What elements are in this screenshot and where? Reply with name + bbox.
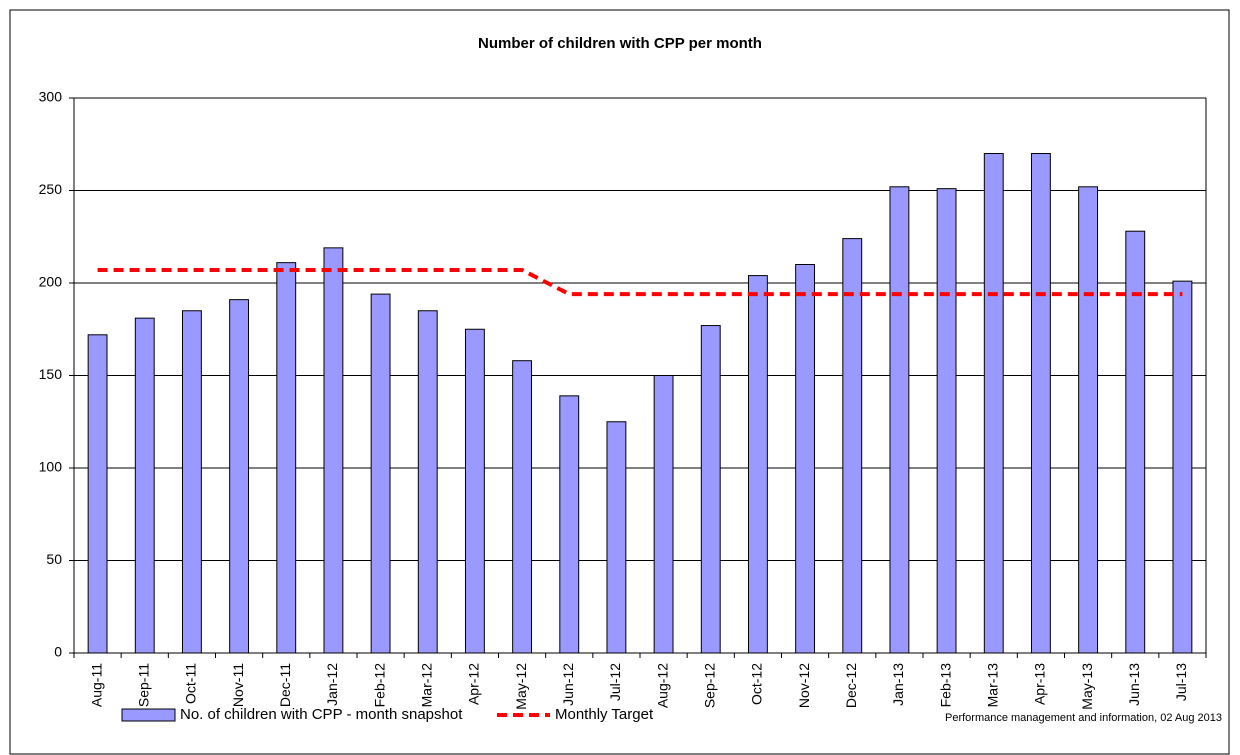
bar	[276, 262, 297, 654]
bar	[134, 317, 155, 654]
x-tick-label: Jul-13	[1173, 663, 1189, 701]
chart-title: Number of children with CPP per month	[478, 35, 762, 52]
y-tick-label: 0	[54, 644, 62, 660]
bar	[1078, 186, 1099, 654]
bar	[181, 310, 202, 654]
y-tick-label: 50	[46, 551, 62, 567]
x-tick-label: Jan-12	[324, 663, 340, 706]
bar	[323, 247, 344, 654]
bar	[464, 328, 485, 654]
x-tick-label: Mar-13	[984, 663, 1000, 708]
footnote: Performance management and information, …	[945, 712, 1222, 724]
bar	[1125, 230, 1146, 654]
x-tick-label: Feb-12	[371, 663, 387, 708]
bar	[229, 299, 250, 654]
x-tick-label: Apr-12	[466, 663, 482, 705]
x-tick-label: Oct-11	[183, 663, 199, 704]
bar	[370, 293, 391, 654]
x-tick-label: Jan-13	[890, 663, 906, 706]
bar	[417, 310, 438, 654]
x-tick-label: Nov-11	[230, 663, 246, 707]
x-tick-label: Jun-13	[1126, 663, 1142, 706]
x-tick-label: Feb-13	[937, 663, 953, 708]
bar	[559, 395, 580, 654]
x-tick-label: May-13	[1079, 663, 1095, 710]
x-tick-label: Nov-12	[796, 663, 812, 708]
y-tick-label: 150	[39, 366, 63, 382]
bar	[795, 264, 816, 654]
bar	[653, 375, 674, 654]
bar	[747, 275, 768, 654]
x-tick-label: Sep-11	[135, 663, 151, 707]
legend-swatch	[121, 708, 176, 722]
x-tick-label: Jul-12	[607, 663, 623, 701]
bar	[936, 188, 957, 654]
y-tick-label: 300	[39, 89, 63, 105]
y-tick-label: 200	[39, 274, 63, 290]
y-tick-label: 100	[39, 459, 63, 475]
x-tick-label: Oct-12	[749, 663, 765, 705]
bar	[700, 325, 721, 654]
bar	[512, 360, 533, 654]
x-tick-label: Sep-12	[701, 663, 717, 708]
bar	[1030, 153, 1051, 654]
x-tick-label: Apr-13	[1032, 663, 1048, 705]
bar	[87, 334, 108, 654]
legend-label: Monthly Target	[555, 706, 654, 723]
legend-label: No. of children with CPP - month snapsho…	[180, 706, 463, 723]
bar	[842, 238, 863, 654]
target-line	[97, 268, 1183, 297]
bar	[606, 421, 627, 654]
y-tick-label: 250	[39, 181, 63, 197]
bar	[1172, 280, 1193, 654]
bar	[889, 186, 910, 654]
x-tick-label: Aug-12	[654, 663, 670, 708]
x-tick-label: May-12	[513, 663, 529, 710]
x-tick-label: Dec-12	[843, 663, 859, 708]
bar	[983, 153, 1004, 654]
x-tick-label: Jun-12	[560, 663, 576, 706]
x-tick-label: Aug-11	[88, 663, 104, 707]
x-tick-label: Dec-11	[277, 663, 293, 707]
x-tick-label: Mar-12	[418, 663, 434, 708]
